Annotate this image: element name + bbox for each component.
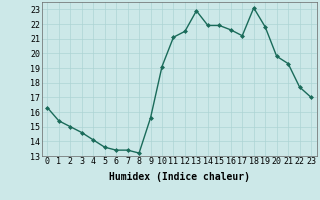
- X-axis label: Humidex (Indice chaleur): Humidex (Indice chaleur): [109, 172, 250, 182]
